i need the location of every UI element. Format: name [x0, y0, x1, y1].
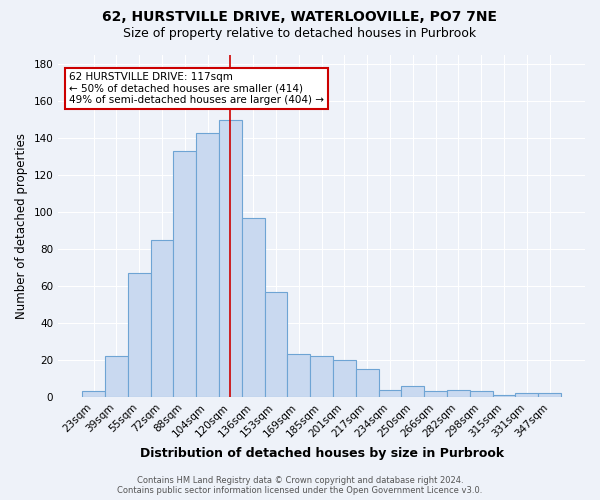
Y-axis label: Number of detached properties: Number of detached properties	[15, 133, 28, 319]
Bar	[538, 394, 561, 397]
Bar	[287, 354, 310, 397]
Bar	[401, 386, 424, 397]
Bar	[151, 240, 173, 397]
Bar	[447, 390, 470, 397]
Bar	[493, 395, 515, 397]
Bar	[310, 356, 333, 397]
Text: Size of property relative to detached houses in Purbrook: Size of property relative to detached ho…	[124, 28, 476, 40]
Bar	[105, 356, 128, 397]
Bar	[379, 390, 401, 397]
Bar	[242, 218, 265, 397]
Bar	[333, 360, 356, 397]
Text: 62, HURSTVILLE DRIVE, WATERLOOVILLE, PO7 7NE: 62, HURSTVILLE DRIVE, WATERLOOVILLE, PO7…	[103, 10, 497, 24]
Bar	[82, 392, 105, 397]
Text: 62 HURSTVILLE DRIVE: 117sqm
← 50% of detached houses are smaller (414)
49% of se: 62 HURSTVILLE DRIVE: 117sqm ← 50% of det…	[69, 72, 324, 106]
Bar	[173, 151, 196, 397]
X-axis label: Distribution of detached houses by size in Purbrook: Distribution of detached houses by size …	[140, 447, 503, 460]
Bar	[128, 273, 151, 397]
Bar	[356, 369, 379, 397]
Bar	[515, 394, 538, 397]
Bar	[196, 132, 219, 397]
Bar	[470, 392, 493, 397]
Text: Contains HM Land Registry data © Crown copyright and database right 2024.
Contai: Contains HM Land Registry data © Crown c…	[118, 476, 482, 495]
Bar	[219, 120, 242, 397]
Bar	[265, 292, 287, 397]
Bar	[424, 392, 447, 397]
